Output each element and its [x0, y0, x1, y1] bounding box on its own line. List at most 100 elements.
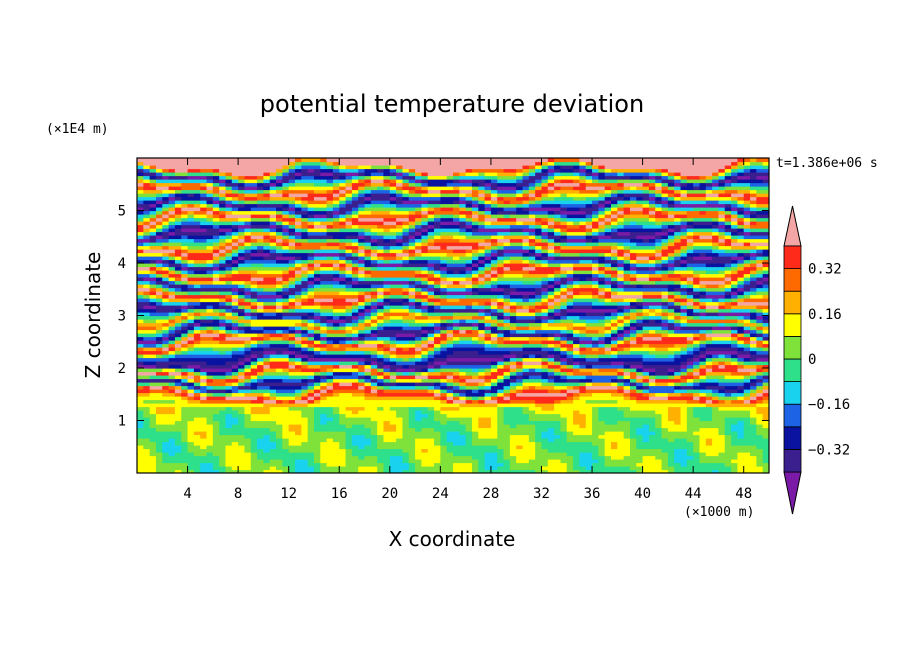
heatmap-cell [547, 378, 555, 383]
heatmap-cell [257, 448, 264, 453]
heatmap-cell [339, 340, 347, 345]
heatmap-cell [212, 364, 220, 369]
heatmap-cell [471, 298, 479, 303]
heatmap-cell [396, 410, 404, 415]
heatmap-cell [244, 382, 252, 387]
heatmap-cell [396, 378, 404, 383]
heatmap-cell [743, 427, 751, 432]
heatmap-cell [377, 403, 385, 408]
heatmap-cell [295, 336, 302, 341]
heatmap-cell [471, 326, 479, 331]
heatmap-cell [667, 322, 675, 327]
heatmap-cell [440, 462, 448, 467]
heatmap-cell [206, 448, 214, 453]
heatmap-cell [674, 298, 682, 303]
heatmap-cell [478, 319, 486, 324]
heatmap-cell [471, 455, 479, 460]
heatmap-cell [313, 319, 321, 324]
heatmap-cell [453, 462, 460, 467]
heatmap-cell [168, 452, 176, 457]
heatmap-cell [295, 406, 302, 411]
heatmap-cell [750, 308, 757, 313]
heatmap-cell [440, 389, 448, 394]
heatmap-cell [370, 427, 378, 432]
heatmap-cell [680, 448, 688, 453]
heatmap-cell [434, 350, 441, 355]
heatmap-cell [200, 445, 208, 450]
heatmap-cell [193, 343, 201, 348]
heatmap-cell [762, 322, 769, 327]
heatmap-cell [554, 312, 562, 317]
heatmap-cell [320, 396, 328, 401]
heatmap-cell [579, 315, 587, 320]
heatmap-cell [396, 469, 404, 473]
heatmap-cell [762, 305, 769, 310]
heatmap-cell [326, 431, 334, 436]
heatmap-cell [389, 469, 397, 473]
heatmap-cell [554, 424, 562, 429]
heatmap-cell [566, 413, 574, 418]
heatmap-cell [263, 336, 271, 341]
heatmap-cell [219, 445, 227, 450]
heatmap-cell [193, 326, 201, 331]
heatmap-cell [465, 368, 473, 373]
heatmap-cell [743, 462, 751, 467]
heatmap-cell [295, 371, 302, 376]
heatmap-cell [402, 427, 410, 432]
heatmap-cell [351, 343, 359, 348]
heatmap-cell [459, 427, 467, 432]
heatmap-cell [440, 329, 448, 334]
heatmap-cell [686, 406, 694, 411]
heatmap-cell [396, 343, 404, 348]
heatmap-cell [686, 343, 694, 348]
heatmap-cell [389, 378, 397, 383]
heatmap-cell [295, 396, 302, 401]
heatmap-cell [440, 312, 448, 317]
heatmap-cell [282, 308, 290, 313]
heatmap-cell [554, 368, 562, 373]
heatmap-cell [396, 417, 404, 422]
heatmap-cell [193, 368, 201, 373]
heatmap-cell [629, 462, 637, 467]
heatmap-cell [193, 403, 201, 408]
heatmap-cell [484, 392, 492, 397]
heatmap-cell [225, 413, 233, 418]
heatmap-cell [339, 438, 347, 443]
heatmap-cell [427, 336, 435, 341]
heatmap-cell [250, 445, 258, 450]
heatmap-cell [762, 312, 769, 317]
heatmap-cell [598, 378, 606, 383]
heatmap-cell [149, 336, 157, 341]
heatmap-cell [193, 298, 201, 303]
heatmap-cell [231, 406, 239, 411]
heatmap-cell [554, 361, 562, 366]
heatmap-cell [155, 333, 163, 338]
heatmap-cell [497, 319, 505, 324]
heatmap-cell [642, 452, 650, 457]
heatmap-cell [269, 396, 277, 401]
heatmap-cell [478, 438, 486, 443]
heatmap-cell [490, 469, 498, 473]
heatmap-cell [705, 375, 713, 380]
heatmap-cell [295, 403, 302, 408]
heatmap-cell [307, 347, 315, 352]
heatmap-cell [339, 452, 347, 457]
heatmap-cell [693, 438, 701, 443]
heatmap-cell [415, 340, 422, 345]
heatmap-cell [402, 396, 410, 401]
heatmap-cell [402, 319, 410, 324]
heatmap-cell [762, 417, 769, 422]
heatmap-cell [168, 312, 176, 317]
heatmap-cell [250, 371, 258, 376]
heatmap-cell [427, 368, 435, 373]
heatmap-cell [440, 336, 448, 341]
heatmap-cell [629, 431, 637, 436]
heatmap-cell [250, 340, 258, 345]
heatmap-cell [168, 448, 176, 453]
heatmap-cell [465, 410, 473, 415]
heatmap-cell [592, 333, 599, 338]
heatmap-cell [661, 368, 669, 373]
heatmap-cell [712, 452, 720, 457]
heatmap-cell [244, 371, 252, 376]
heatmap-cell [434, 410, 441, 415]
